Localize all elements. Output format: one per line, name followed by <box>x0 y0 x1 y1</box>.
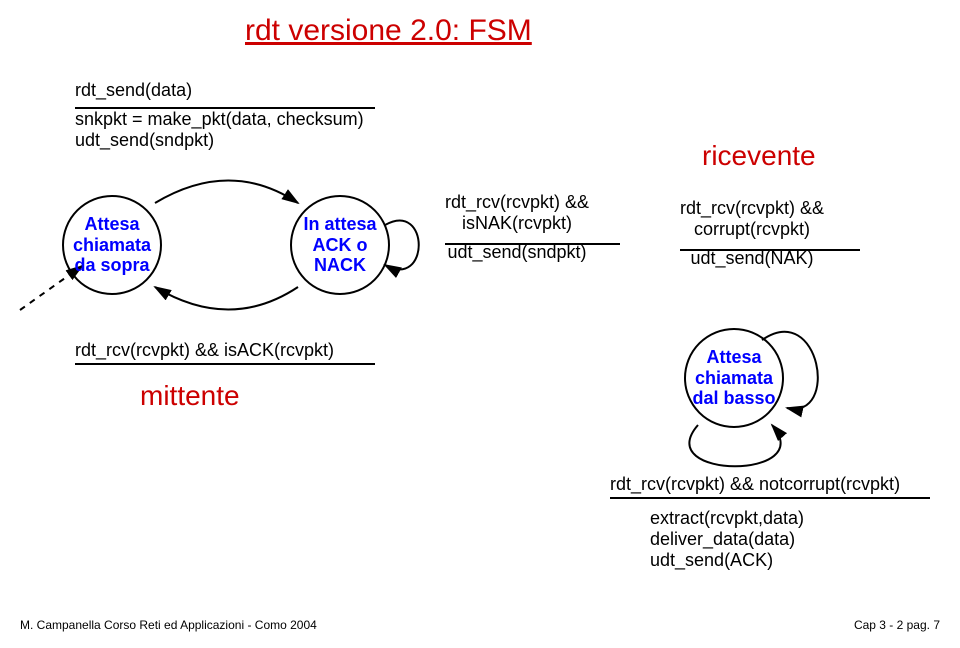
recv-state-l2: chiamata <box>692 368 775 389</box>
sender-state-wait-ack: In attesa ACK o NACK <box>290 195 390 295</box>
footer-right: Cap 3 - 2 pag. 7 <box>854 618 940 632</box>
sender-state-wait-call: Attesa chiamata da sopra <box>62 195 162 295</box>
state1-line2: chiamata <box>73 235 151 256</box>
nak-event-l1: rdt_rcv(rcvpkt) && <box>680 198 824 219</box>
sender-top-block: rdt_send(data) snkpkt = make_pkt(data, c… <box>75 80 364 151</box>
diagram-title: rdt versione 2.0: FSM <box>245 14 532 48</box>
recv-state-l1: Attesa <box>692 347 775 368</box>
receiver-ok-event: rdt_rcv(rcvpkt) && notcorrupt(rcvpkt) <box>610 474 900 495</box>
nak-event-l2: corrupt(rcvpkt) <box>680 219 824 240</box>
state2-line3: NACK <box>303 255 376 276</box>
ok-action3: udt_send(ACK) <box>650 550 804 571</box>
sender-top-event: rdt_send(data) <box>75 80 364 101</box>
state1-line1: Attesa <box>73 214 151 235</box>
loop-action: udt_send(sndpkt) <box>445 242 589 263</box>
sender-loop-block: rdt_rcv(rcvpkt) && isNAK(rcvpkt) udt_sen… <box>445 192 589 263</box>
sender-top-action1: snkpkt = make_pkt(data, checksum) <box>75 109 364 130</box>
state2-line2: ACK o <box>303 235 376 256</box>
footer-left: M. Campanella Corso Reti ed Applicazioni… <box>20 618 317 632</box>
recv-state-l3: dal basso <box>692 388 775 409</box>
sender-back-event: rdt_rcv(rcvpkt) && isACK(rcvpkt) <box>75 340 334 361</box>
loop-event-l2: isNAK(rcvpkt) <box>445 213 589 234</box>
sender-top-action2: udt_send(sndpkt) <box>75 130 364 151</box>
receiver-nak-block: rdt_rcv(rcvpkt) && corrupt(rcvpkt) udt_s… <box>680 198 824 269</box>
loop-event-l1: rdt_rcv(rcvpkt) && <box>445 192 589 213</box>
receiver-state: Attesa chiamata dal basso <box>684 328 784 428</box>
nak-action: udt_send(NAK) <box>680 248 824 269</box>
state2-line1: In attesa <box>303 214 376 235</box>
sender-label: mittente <box>140 380 240 412</box>
ok-action2: deliver_data(data) <box>650 529 804 550</box>
receiver-ok-actions: extract(rcvpkt,data) deliver_data(data) … <box>650 508 804 571</box>
receiver-label: ricevente <box>702 140 816 172</box>
ok-action1: extract(rcvpkt,data) <box>650 508 804 529</box>
state1-line3: da sopra <box>73 255 151 276</box>
